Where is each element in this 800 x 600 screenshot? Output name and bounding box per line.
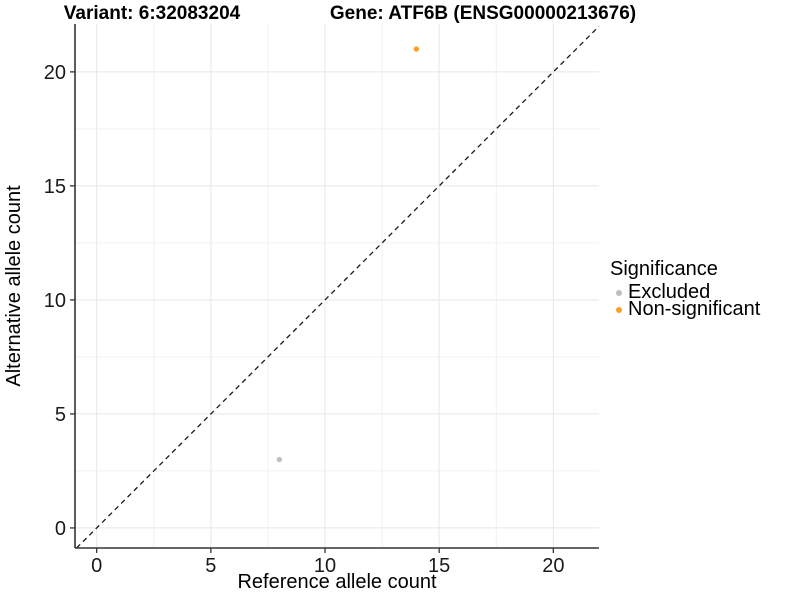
x-axis-title: Reference allele count: [237, 571, 436, 593]
legend-title: Significance: [610, 258, 718, 280]
data-point-non-significant: [413, 46, 420, 52]
legend-item: Excluded: [610, 281, 760, 303]
legend-items: Excluded Non-significant: [610, 281, 761, 320]
legend-key-dot-icon: [616, 289, 622, 296]
x-tick-label: 20: [542, 555, 564, 577]
legend-item: Non-significant: [610, 298, 761, 320]
variant-title: Variant: 6:32083204: [63, 3, 241, 24]
x-tick-label: 5: [205, 555, 216, 577]
legend-item-label: Excluded: [628, 281, 711, 303]
y-tick-label: 10: [44, 290, 66, 312]
x-tick-label: 10: [314, 555, 336, 577]
y-tick-label: 15: [44, 176, 66, 198]
x-tick-label: 15: [428, 555, 450, 577]
legend-key-dot-icon: [616, 306, 622, 313]
x-tick-label: 0: [91, 555, 102, 577]
legend-item-label: Non-significant: [628, 298, 761, 320]
y-tick-label: 20: [44, 62, 66, 84]
y-axis-title: Alternative allele count: [3, 185, 25, 387]
y-tick-label: 0: [55, 518, 66, 540]
legend: Significance Excluded Non-significant: [610, 258, 761, 320]
y-tick-label: 5: [55, 404, 66, 426]
gene-title: Gene: ATF6B (ENSG00000213676): [329, 3, 637, 24]
data-point-excluded: [276, 456, 283, 463]
identity-dashed-line: [76, 25, 600, 549]
